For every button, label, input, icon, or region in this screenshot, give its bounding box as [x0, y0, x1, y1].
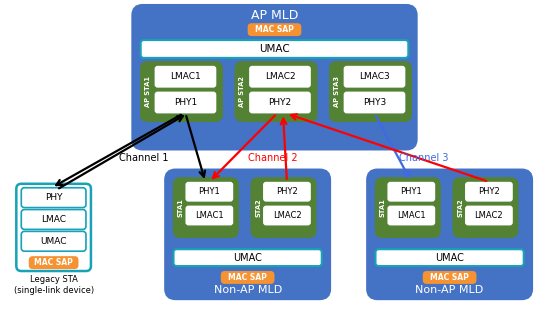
FancyBboxPatch shape [465, 182, 513, 202]
Text: AP STA3: AP STA3 [334, 76, 340, 107]
FancyBboxPatch shape [173, 249, 322, 266]
FancyBboxPatch shape [155, 66, 216, 88]
Text: UMAC: UMAC [259, 44, 290, 54]
FancyBboxPatch shape [29, 256, 79, 269]
FancyBboxPatch shape [376, 178, 440, 237]
Text: LMAC1: LMAC1 [170, 72, 201, 81]
FancyBboxPatch shape [185, 206, 233, 225]
FancyBboxPatch shape [248, 23, 301, 36]
Text: LMAC2: LMAC2 [273, 211, 301, 220]
Text: Channel 1: Channel 1 [119, 153, 168, 163]
FancyBboxPatch shape [133, 5, 416, 149]
FancyBboxPatch shape [173, 178, 238, 237]
Text: LMAC2: LMAC2 [475, 211, 503, 220]
Text: PHY2: PHY2 [276, 187, 298, 196]
FancyBboxPatch shape [263, 182, 311, 202]
Text: LMAC1: LMAC1 [397, 211, 426, 220]
FancyBboxPatch shape [21, 231, 86, 251]
Text: PHY: PHY [45, 193, 62, 202]
Text: Channel 2: Channel 2 [248, 153, 298, 163]
Text: LMAC2: LMAC2 [265, 72, 295, 81]
Text: MAC SAP: MAC SAP [255, 25, 294, 34]
FancyBboxPatch shape [465, 206, 513, 225]
FancyBboxPatch shape [376, 249, 524, 266]
Text: Legacy STA
(single-link device): Legacy STA (single-link device) [14, 275, 94, 295]
FancyBboxPatch shape [329, 62, 411, 121]
FancyBboxPatch shape [263, 206, 311, 225]
FancyBboxPatch shape [155, 92, 216, 113]
FancyBboxPatch shape [367, 170, 532, 299]
Text: AP MLD: AP MLD [251, 9, 298, 22]
Text: UMAC: UMAC [40, 237, 67, 246]
Text: LMAC1: LMAC1 [195, 211, 224, 220]
Text: Channel 3: Channel 3 [399, 153, 449, 163]
Text: STA2: STA2 [255, 198, 261, 217]
Text: AP STA2: AP STA2 [239, 76, 245, 107]
FancyBboxPatch shape [141, 62, 222, 121]
FancyBboxPatch shape [141, 40, 408, 58]
Text: PHY1: PHY1 [174, 98, 197, 107]
FancyBboxPatch shape [21, 210, 86, 229]
FancyBboxPatch shape [387, 182, 435, 202]
Text: LMAC: LMAC [41, 215, 66, 224]
Text: MAC SAP: MAC SAP [228, 273, 267, 282]
Text: LMAC3: LMAC3 [359, 72, 390, 81]
FancyBboxPatch shape [21, 188, 86, 208]
FancyBboxPatch shape [166, 170, 329, 299]
FancyBboxPatch shape [249, 92, 311, 113]
FancyBboxPatch shape [344, 66, 405, 88]
Text: UMAC: UMAC [435, 253, 464, 263]
FancyBboxPatch shape [235, 62, 317, 121]
Text: UMAC: UMAC [233, 253, 262, 263]
FancyBboxPatch shape [344, 92, 405, 113]
Text: STA1: STA1 [379, 198, 386, 217]
FancyBboxPatch shape [387, 206, 435, 225]
Text: AP STA1: AP STA1 [145, 76, 151, 107]
Text: PHY2: PHY2 [478, 187, 500, 196]
Text: MAC SAP: MAC SAP [34, 258, 73, 267]
Text: PHY1: PHY1 [199, 187, 220, 196]
FancyBboxPatch shape [185, 182, 233, 202]
Text: MAC SAP: MAC SAP [430, 273, 469, 282]
Text: Non-AP MLD: Non-AP MLD [213, 285, 282, 295]
FancyBboxPatch shape [423, 271, 476, 284]
FancyBboxPatch shape [251, 178, 316, 237]
FancyBboxPatch shape [249, 66, 311, 88]
Text: PHY1: PHY1 [400, 187, 422, 196]
Text: STA1: STA1 [178, 198, 184, 217]
FancyBboxPatch shape [16, 184, 91, 271]
Text: Non-AP MLD: Non-AP MLD [415, 285, 484, 295]
Text: PHY3: PHY3 [363, 98, 386, 107]
Text: STA2: STA2 [457, 198, 463, 217]
Text: PHY2: PHY2 [268, 98, 292, 107]
FancyBboxPatch shape [453, 178, 518, 237]
FancyBboxPatch shape [221, 271, 274, 284]
